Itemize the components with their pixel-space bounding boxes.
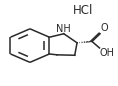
Text: NH: NH xyxy=(56,24,71,34)
Text: HCl: HCl xyxy=(73,4,93,17)
Text: O: O xyxy=(101,23,108,33)
Text: OH: OH xyxy=(100,48,115,58)
